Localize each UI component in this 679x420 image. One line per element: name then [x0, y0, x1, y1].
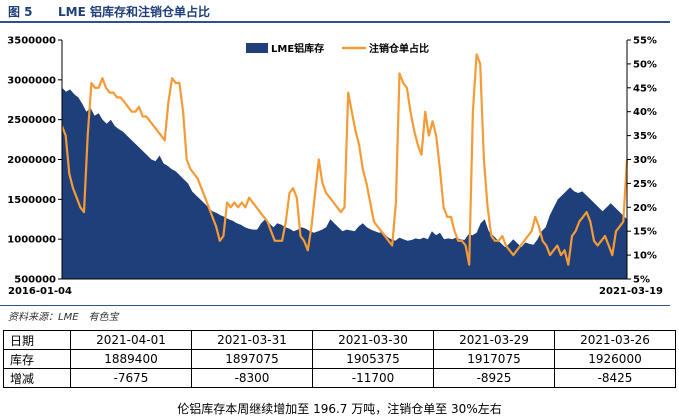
left-tick-label: 3000000 [7, 75, 56, 86]
table-header-cell: 日期 [3, 330, 71, 350]
table-header-cell: 2021-04-01 [70, 330, 192, 350]
table-header-cell: 2021-03-31 [191, 330, 313, 350]
inventory-area [62, 87, 627, 279]
right-tick-label: 30% [633, 155, 657, 166]
right-tick-label: 40% [633, 107, 657, 118]
right-tick-label: 35% [633, 131, 657, 142]
table-cell: 1926000 [554, 349, 676, 369]
left-tick-label: 500000 [14, 275, 56, 286]
left-tick-label: 2500000 [7, 115, 56, 126]
figure-title-bar: 图 5 LME 铝库存和注销仓单占比 [0, 0, 679, 22]
table-header-cell: 2021-03-29 [433, 330, 555, 350]
right-tick-label: 10% [633, 251, 657, 262]
right-tick-label: 25% [633, 179, 657, 190]
left-tick-label: 1000000 [7, 235, 56, 246]
chart: 3500000 3000000 2500000 2000000 1500000 10000… [7, 36, 663, 298]
right-tick-label: 45% [633, 83, 657, 94]
left-tick-label: 2000000 [7, 155, 56, 166]
cancelled-warrant-ratio-line [60, 53, 629, 266]
right-tick-label: 50% [633, 59, 657, 70]
table-cell: 1897075 [191, 349, 313, 369]
table-row-label: 增减 [3, 368, 71, 388]
figure-title: LME 铝库存和注销仓单占比 [58, 5, 210, 19]
table-row: 增减 -7675 -8300 -11700 -8925 -8425 [3, 368, 676, 388]
table-cell: 1889400 [70, 349, 192, 369]
x-end-label: 2021-03-19 [599, 286, 663, 297]
right-tick-label: 20% [633, 203, 657, 214]
table-header-cell: 2021-03-26 [554, 330, 676, 350]
title-rule [0, 21, 670, 23]
table-cell: 1917075 [433, 349, 555, 369]
table-cell: 1905375 [312, 349, 434, 369]
figure-caption: 伦铝库存本周继续增加至 196.7 万吨，注销仓单至 30%左右 [177, 402, 502, 416]
left-tick-label: 1500000 [7, 195, 56, 206]
table-cell: -7675 [70, 368, 192, 388]
table-header-cell: 2021-03-30 [312, 330, 434, 350]
table-row-label: 库存 [3, 349, 71, 369]
table-cell: -8425 [554, 368, 676, 388]
right-tick-label: 15% [633, 227, 657, 238]
legend-label-ratio: 注销仓单占比 [369, 42, 429, 55]
table-cell: -8300 [191, 368, 313, 388]
table-header-row: 日期 2021-04-01 2021-03-31 2021-03-30 2021… [3, 330, 676, 350]
inventory-table: 日期 2021-04-01 2021-03-31 2021-03-30 2021… [3, 330, 676, 388]
table-row: 库存 1889400 1897075 1905375 1917075 19260… [3, 349, 676, 369]
right-tick-label: 55% [633, 36, 657, 47]
table-cell: -11700 [312, 368, 434, 388]
legend-swatch-inventory [246, 43, 268, 53]
x-start-label: 2016-01-04 [8, 286, 72, 297]
legend-label-inventory: LME铝库存 [271, 42, 324, 55]
right-tick-label: 5% [633, 275, 650, 286]
table-cell: -8925 [433, 368, 555, 388]
source-rule [0, 305, 670, 306]
source-note: 资料来源：LME 有色宝 [8, 312, 119, 323]
left-tick-label: 3500000 [7, 36, 56, 47]
figure-label: 图 5 [8, 5, 33, 19]
